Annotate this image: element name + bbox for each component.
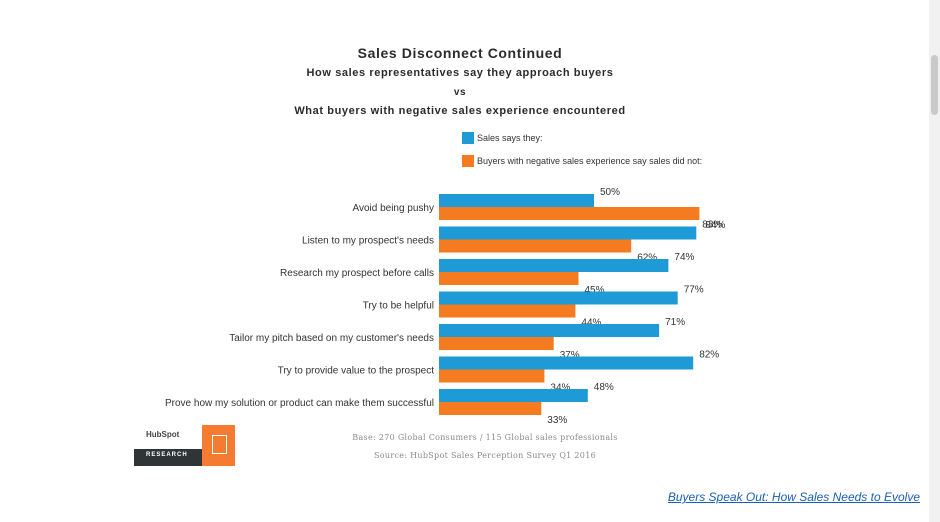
source-base-note: Base: 270 Global Consumers / 115 Global … <box>352 433 618 442</box>
value-label-buyers: 33% <box>547 415 567 426</box>
bar-sales <box>439 356 694 370</box>
value-label-sales: 71% <box>665 317 685 328</box>
category-label: Avoid being pushy <box>352 203 434 214</box>
bar-sales <box>439 226 697 240</box>
value-label-buyers: 44% <box>581 318 601 329</box>
value-label-sales: 77% <box>684 285 704 296</box>
value-label-sales: 48% <box>594 382 614 393</box>
bar-sales <box>439 389 588 402</box>
category-label: Try to provide value to the prospect <box>278 366 435 377</box>
legend-item-sales: Sales says they: <box>462 131 543 145</box>
hubspot-research-logo: HubSpot RESEARCH <box>134 425 235 466</box>
logo-orange-panel <box>202 425 235 466</box>
logo-dark-panel: HubSpot RESEARCH <box>134 425 202 466</box>
legend-item-buyers: Buyers with negative sales experience sa… <box>462 154 702 168</box>
bar-buyers <box>439 207 700 220</box>
value-label-buyers: 34% <box>550 383 570 394</box>
legend-swatch-sales <box>462 132 474 144</box>
bar-sales <box>439 291 678 305</box>
source-credit-note: Source: HubSpot Sales Perception Survey … <box>374 451 596 460</box>
category-label: Prove how my solution or product can mak… <box>165 398 434 409</box>
bar-chart: Avoid being pushy 50% 84% Listen to my pros… <box>165 187 726 426</box>
category-label: Tailor my pitch based on my customer's n… <box>229 333 434 344</box>
bar-buyers <box>439 272 579 285</box>
chart-subtitle-line-3: What buyers with negative sales experien… <box>294 105 626 117</box>
bar-sales <box>439 194 594 207</box>
logo-brand-text: HubSpot <box>146 430 180 439</box>
value-label-sales: 74% <box>674 252 694 263</box>
value-label-sales: 83% <box>702 220 722 231</box>
category-label: Listen to my prospect's needs <box>302 236 434 247</box>
legend-swatch-buyers <box>462 155 474 167</box>
value-label-sales: 82% <box>699 350 719 361</box>
bar-sales <box>439 259 669 272</box>
chart-subtitle-line-1: How sales representatives say they appro… <box>306 67 614 79</box>
bar-buyers <box>439 402 542 415</box>
value-label-sales: 50% <box>600 187 620 198</box>
value-label-buyers: 45% <box>585 285 605 296</box>
scrollbar-thumb[interactable] <box>931 55 938 115</box>
value-label-buyers: 62% <box>637 253 657 264</box>
legend-label-sales: Sales says they: <box>477 133 543 143</box>
chart-subtitle-line-2: vs <box>453 87 467 98</box>
logo-light-panel <box>134 425 202 449</box>
document-icon <box>212 435 227 454</box>
category-label: Try to be helpful <box>363 301 434 312</box>
bar-buyers <box>439 337 554 350</box>
chart-title: Sales Disconnect Continued <box>357 45 563 61</box>
bar-sales <box>439 324 660 337</box>
value-label-buyers: 37% <box>560 350 580 361</box>
bar-buyers <box>439 239 632 253</box>
bar-buyers <box>439 369 545 383</box>
legend-label-buyers: Buyers with negative sales experience sa… <box>477 156 703 166</box>
value-label-buyers: 84% <box>705 220 725 231</box>
page-scrollbar[interactable] <box>929 0 940 522</box>
article-link[interactable]: Buyers Speak Out: How Sales Needs to Evo… <box>667 490 920 504</box>
bar-buyers <box>439 304 576 318</box>
logo-research-text: RESEARCH <box>146 452 188 458</box>
category-label: Research my prospect before calls <box>280 268 434 279</box>
